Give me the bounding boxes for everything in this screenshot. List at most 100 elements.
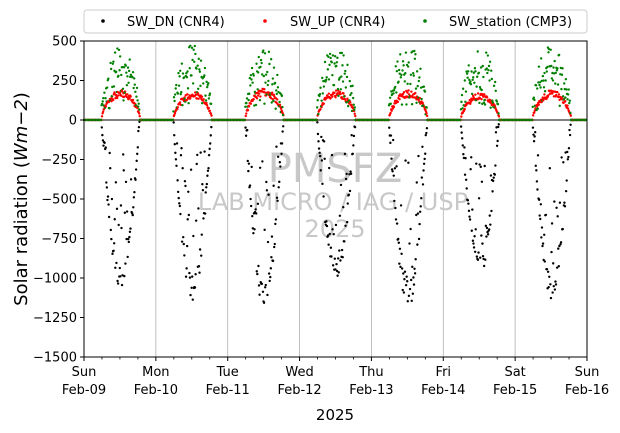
sw-station-point (409, 82, 412, 86)
sw-dn-point (206, 169, 210, 172)
sw-station-point (264, 81, 267, 84)
sw-dn-point (554, 283, 558, 286)
sw-dn-point (260, 282, 264, 286)
sw-station-point (401, 60, 405, 63)
sw-station-point (470, 70, 473, 73)
sw-station-point (561, 67, 564, 70)
sw-dn-point (116, 282, 120, 285)
sw-station-point (181, 72, 185, 75)
watermark-line-2: LAB MICRO / IAG / USP (198, 188, 468, 216)
sw-station-point (258, 98, 262, 102)
sw-station-point (106, 86, 109, 89)
sw-dn-point (475, 162, 478, 165)
sw-up-point (333, 91, 336, 95)
sw-station-point (118, 69, 121, 72)
sw-station-point (396, 60, 399, 63)
sw-station-point (556, 83, 560, 86)
sw-dn-point (411, 292, 415, 295)
sw-dn-point (185, 267, 188, 270)
sw-dn-point (420, 176, 424, 179)
x-tick-label-day: Fri (436, 365, 452, 380)
sw-dn-point (335, 269, 339, 273)
sw-station-point (191, 82, 195, 85)
sw-station-point (123, 91, 126, 94)
sw-dn-point (345, 220, 349, 224)
sw-dn-point (491, 179, 495, 183)
sw-station-point (247, 98, 250, 102)
sw-station-point (556, 67, 559, 70)
sw-station-point (131, 70, 135, 74)
sw-station-point (133, 77, 136, 80)
sw-dn-point (343, 152, 347, 156)
sw-station-point (399, 53, 402, 56)
sw-dn-point (210, 125, 213, 129)
sw-dn-point (184, 184, 187, 188)
sw-up-point (474, 93, 477, 96)
sw-station-point (534, 84, 538, 87)
sw-dn-point (417, 237, 421, 241)
sw-up-point (552, 95, 556, 98)
sw-station-point (482, 101, 486, 104)
sw-dn-point (463, 146, 466, 149)
sw-up-point (249, 102, 252, 106)
sw-dn-point (556, 215, 559, 218)
sw-dn-point (182, 242, 185, 246)
sw-station-point (569, 111, 572, 115)
sw-station-point (330, 61, 333, 64)
sw-up-point (401, 92, 405, 96)
sw-station-point (125, 71, 128, 74)
sw-station-point (127, 81, 130, 84)
sw-dn-point (136, 152, 139, 156)
sw-dn-point (181, 167, 184, 170)
sw-station-point (414, 87, 418, 90)
sw-dn-point (172, 121, 175, 124)
sw-dn-point (535, 169, 538, 172)
sw-station-point (322, 85, 326, 88)
sw-dn-point (497, 123, 500, 126)
sw-station-point (389, 102, 392, 105)
sw-dn-point (276, 199, 279, 202)
sw-dn-point (275, 196, 279, 199)
sw-station-point (557, 53, 561, 57)
sw-dn-point (488, 214, 491, 217)
sw-dn-point (255, 270, 258, 273)
sw-dn-point (399, 204, 403, 207)
sw-dn-point (191, 275, 194, 278)
sw-dn-point (394, 218, 398, 221)
sw-up-point (497, 115, 501, 118)
sw-station-point (280, 94, 284, 98)
sw-up-point (185, 98, 189, 102)
sw-dn-point (110, 237, 113, 241)
sw-dn-point (532, 140, 536, 143)
sw-station-point (392, 89, 396, 92)
sw-station-point (543, 89, 547, 93)
sw-station-point (138, 118, 142, 122)
sw-station-point (402, 64, 405, 67)
sw-station-point (187, 101, 190, 105)
sw-station-point (112, 85, 116, 88)
sw-dn-point (350, 133, 353, 137)
sw-station-point (192, 48, 195, 52)
sw-station-point (486, 71, 489, 75)
sw-station-point (328, 63, 331, 67)
sw-up-point (205, 103, 209, 107)
sw-station-point (329, 56, 332, 60)
sw-dn-point (106, 195, 110, 198)
sw-up-point (246, 109, 250, 112)
sw-station-point (350, 91, 353, 95)
sw-up-point (535, 105, 539, 108)
sw-dn-point (265, 180, 268, 184)
sw-station-point (191, 58, 194, 62)
sw-station-point (346, 104, 350, 108)
sw-dn-point (345, 172, 348, 176)
sw-dn-point (567, 155, 570, 159)
sw-dn-point (389, 134, 393, 137)
sw-dn-point (460, 131, 463, 134)
y-tick-label: 0 (69, 114, 77, 129)
sw-dn-point (134, 178, 137, 181)
sw-station-point (349, 93, 352, 97)
sw-up-point (252, 98, 255, 101)
sw-dn-point (424, 133, 427, 137)
sw-station-point (186, 70, 189, 73)
sw-dn-point (339, 183, 343, 187)
